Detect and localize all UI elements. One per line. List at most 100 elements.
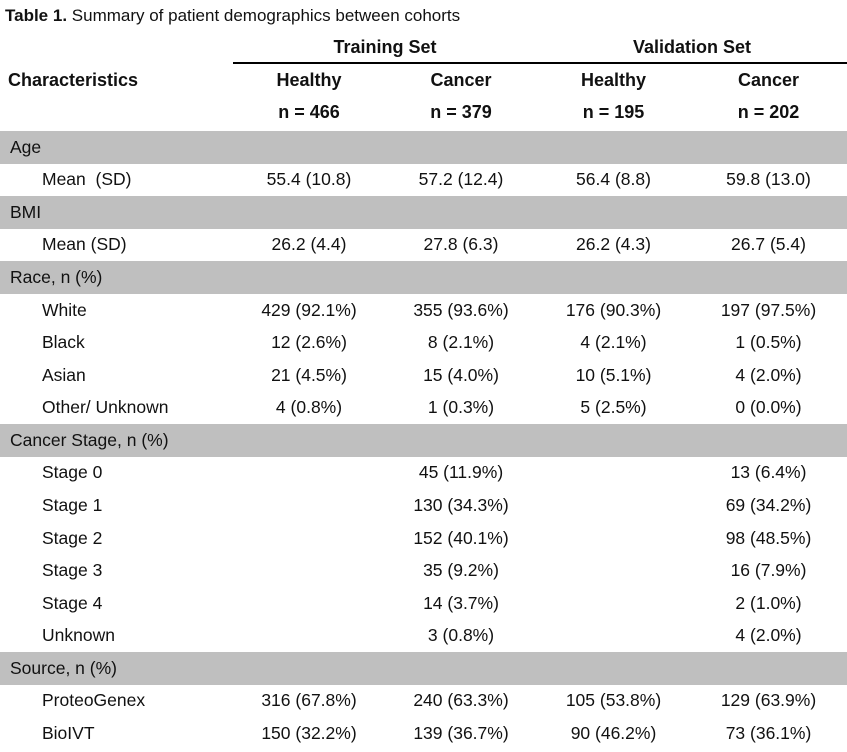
cell-value: 197 (97.5%)	[720, 299, 817, 320]
section-label: BMI	[0, 196, 847, 229]
cell-value: 14 (3.7%)	[423, 592, 499, 613]
section-row: Race, n (%)	[0, 261, 847, 294]
n-training-healthy: n = 466	[278, 101, 340, 122]
table-row: Asian 21 (4.5%) 15 (4.0%) 10 (5.1%) 4 (2.0%)	[0, 359, 847, 392]
table-row: Stage 4 14 (3.7%) 2 (1.0%)	[0, 587, 847, 620]
cell-value: 55.4 (10.8)	[266, 169, 352, 190]
cell-value: 316 (67.8%)	[261, 690, 357, 711]
validation-set-header: Validation Set	[537, 33, 847, 64]
section-row: Cancer Stage, n (%)	[0, 424, 847, 457]
cell-value: 13 (6.4%)	[730, 462, 807, 483]
cell-value: 176 (90.3%)	[565, 299, 662, 320]
cell-value: 139 (36.7%)	[413, 722, 509, 743]
cell-value: 59.8 (13.0)	[726, 169, 811, 190]
cell-value: 129 (63.9%)	[720, 690, 817, 711]
table-row: BioIVT 150 (32.2%) 139 (36.7%) 90 (46.2%) 73…	[0, 717, 847, 750]
cell-value: 150 (32.2%)	[261, 722, 357, 743]
row-label: Stage 4	[42, 592, 103, 613]
cell-value: 26.2 (4.3)	[576, 234, 651, 255]
table-row: Unknown 3 (0.8%) 4 (2.0%)	[0, 619, 847, 652]
cell-value: 8 (2.1%)	[427, 332, 495, 353]
cell-value: 69 (34.2%)	[725, 494, 812, 515]
table-row: ProteoGenex 316 (67.8%) 240 (63.3%) 105 (53…	[0, 685, 847, 718]
cell-value: 4 (2.1%)	[580, 332, 647, 353]
cell-value: 45 (11.9%)	[418, 462, 504, 483]
col-header-validation-healthy: Healthy	[580, 70, 647, 90]
cell-value: 27.8 (6.3)	[423, 234, 499, 255]
row-label: Unknown	[42, 625, 115, 646]
row-label: Mean (SD)	[42, 234, 127, 255]
cell-value: 16 (7.9%)	[730, 560, 807, 581]
empty-header-cell	[0, 33, 233, 63]
cell-value: 4 (0.8%)	[275, 397, 343, 418]
empty-header-cell	[0, 97, 233, 131]
section-row: Source, n (%)	[0, 652, 847, 685]
cell-value	[233, 554, 385, 587]
n-training-cancer: n = 379	[430, 101, 492, 122]
cell-value	[233, 457, 385, 490]
cell-value: 5 (2.5%)	[580, 397, 647, 418]
cell-value: 429 (92.1%)	[261, 299, 357, 320]
table-row: Mean (SD) 55.4 (10.8) 57.2 (12.4) 56.4 (8.8…	[0, 164, 847, 197]
cell-value: 26.2 (4.4)	[271, 234, 347, 255]
table-row: Mean (SD) 26.2 (4.4) 27.8 (6.3) 26.2 (4.3) 2…	[0, 229, 847, 262]
row-label: ProteoGenex	[42, 690, 146, 711]
cell-value: 12 (2.6%)	[271, 332, 347, 353]
cell-value: 56.4 (8.8)	[576, 169, 651, 190]
row-label: Stage 3	[42, 560, 103, 581]
row-label: Asian	[42, 364, 86, 385]
table-body: Age Mean (SD) 55.4 (10.8) 57.2 (12.4) 56.4 (…	[0, 131, 847, 750]
sample-size-row: n = 466 n = 379 n = 195 n = 202	[0, 97, 847, 131]
n-validation-cancer: n = 202	[737, 101, 800, 122]
cell-value	[233, 619, 385, 652]
col-header-validation-cancer: Cancer	[737, 70, 800, 90]
row-label: Stage 0	[42, 462, 103, 483]
cell-value: 3 (0.8%)	[427, 625, 495, 646]
table-row: Stage 0 45 (11.9%) 13 (6.4%)	[0, 457, 847, 490]
cell-value: 2 (1.0%)	[735, 592, 802, 613]
cell-value: 105 (53.8%)	[565, 690, 662, 711]
section-label: Race, n (%)	[0, 261, 847, 294]
cell-value	[537, 587, 690, 620]
training-set-header: Training Set	[233, 33, 537, 64]
cell-value: 73 (36.1%)	[725, 722, 812, 743]
cohort-group-row: Training Set Validation Set	[0, 33, 847, 64]
row-label: Black	[42, 332, 85, 353]
table-caption: Summary of patient demographics between …	[67, 6, 461, 25]
table-row: White 429 (92.1%) 355 (93.6%) 176 (90.3%) 19…	[0, 294, 847, 327]
cell-value: 35 (9.2%)	[423, 560, 499, 581]
cell-value: 15 (4.0%)	[423, 364, 499, 385]
cell-value: 4 (2.0%)	[735, 364, 802, 385]
cell-value: 21 (4.5%)	[271, 364, 347, 385]
cell-value	[233, 587, 385, 620]
n-validation-healthy: n = 195	[582, 101, 645, 122]
row-label: Other/ Unknown	[42, 397, 169, 418]
cell-value	[537, 457, 690, 490]
table-row: Stage 3 35 (9.2%) 16 (7.9%)	[0, 554, 847, 587]
row-label: White	[42, 299, 87, 320]
cell-value: 10 (5.1%)	[575, 364, 652, 385]
row-label: Stage 1	[42, 494, 103, 515]
table-row: Black 12 (2.6%) 8 (2.1%) 4 (2.1%) 1 (0.5%)	[0, 326, 847, 359]
table-row: Stage 1 130 (34.3%) 69 (34.2%)	[0, 489, 847, 522]
table-number-label: Table 1.	[5, 6, 68, 25]
demographics-table: Training Set Validation Set Characterist…	[0, 33, 847, 750]
col-header-training-cancer: Cancer	[430, 70, 492, 90]
cell-value: 26.7 (5.4)	[731, 234, 806, 255]
table-title: Table 1. Summary of patient demographics…	[0, 0, 847, 33]
cell-value	[537, 522, 690, 555]
row-label: Mean (SD)	[42, 169, 132, 190]
cell-value: 1 (0.3%)	[427, 397, 495, 418]
cell-value	[233, 522, 385, 555]
section-row: Age	[0, 131, 847, 164]
cell-value: 4 (2.0%)	[735, 625, 802, 646]
characteristics-header: Characteristics	[8, 69, 139, 90]
table-header: Training Set Validation Set Characterist…	[0, 33, 847, 131]
row-label: BioIVT	[42, 722, 95, 743]
table-row: Stage 2 152 (40.1%) 98 (48.5%)	[0, 522, 847, 555]
cell-value: 240 (63.3%)	[413, 690, 509, 711]
section-label: Age	[0, 131, 847, 164]
row-label: Stage 2	[42, 527, 103, 548]
cell-value: 57.2 (12.4)	[418, 169, 504, 190]
